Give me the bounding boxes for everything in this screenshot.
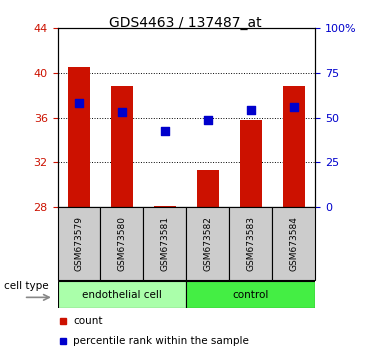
Text: endothelial cell: endothelial cell — [82, 290, 162, 300]
Bar — [283, 86, 305, 207]
Bar — [58, 281, 187, 308]
Bar — [229, 207, 272, 280]
Point — [119, 109, 125, 115]
Text: cell type: cell type — [4, 281, 48, 291]
Bar — [68, 67, 90, 207]
Text: GSM673580: GSM673580 — [118, 216, 127, 271]
Bar — [187, 207, 229, 280]
Text: GSM673584: GSM673584 — [289, 216, 298, 271]
Text: GDS4463 / 137487_at: GDS4463 / 137487_at — [109, 16, 262, 30]
Text: control: control — [233, 290, 269, 300]
Point — [205, 117, 211, 123]
Bar — [240, 120, 262, 207]
Text: percentile rank within the sample: percentile rank within the sample — [73, 336, 249, 346]
Bar — [272, 207, 315, 280]
Bar — [187, 281, 315, 308]
Point — [162, 128, 168, 134]
Bar — [58, 207, 101, 280]
Text: GSM673581: GSM673581 — [160, 216, 170, 271]
Point — [248, 107, 254, 113]
Bar — [197, 170, 219, 207]
Bar — [111, 86, 133, 207]
Point — [291, 104, 297, 109]
Text: count: count — [73, 316, 102, 326]
Text: GSM673579: GSM673579 — [75, 216, 83, 271]
Bar — [144, 207, 186, 280]
Point — [76, 100, 82, 106]
Bar — [101, 207, 144, 280]
Text: GSM673582: GSM673582 — [203, 216, 213, 271]
Bar — [154, 206, 176, 207]
Text: GSM673583: GSM673583 — [246, 216, 255, 271]
